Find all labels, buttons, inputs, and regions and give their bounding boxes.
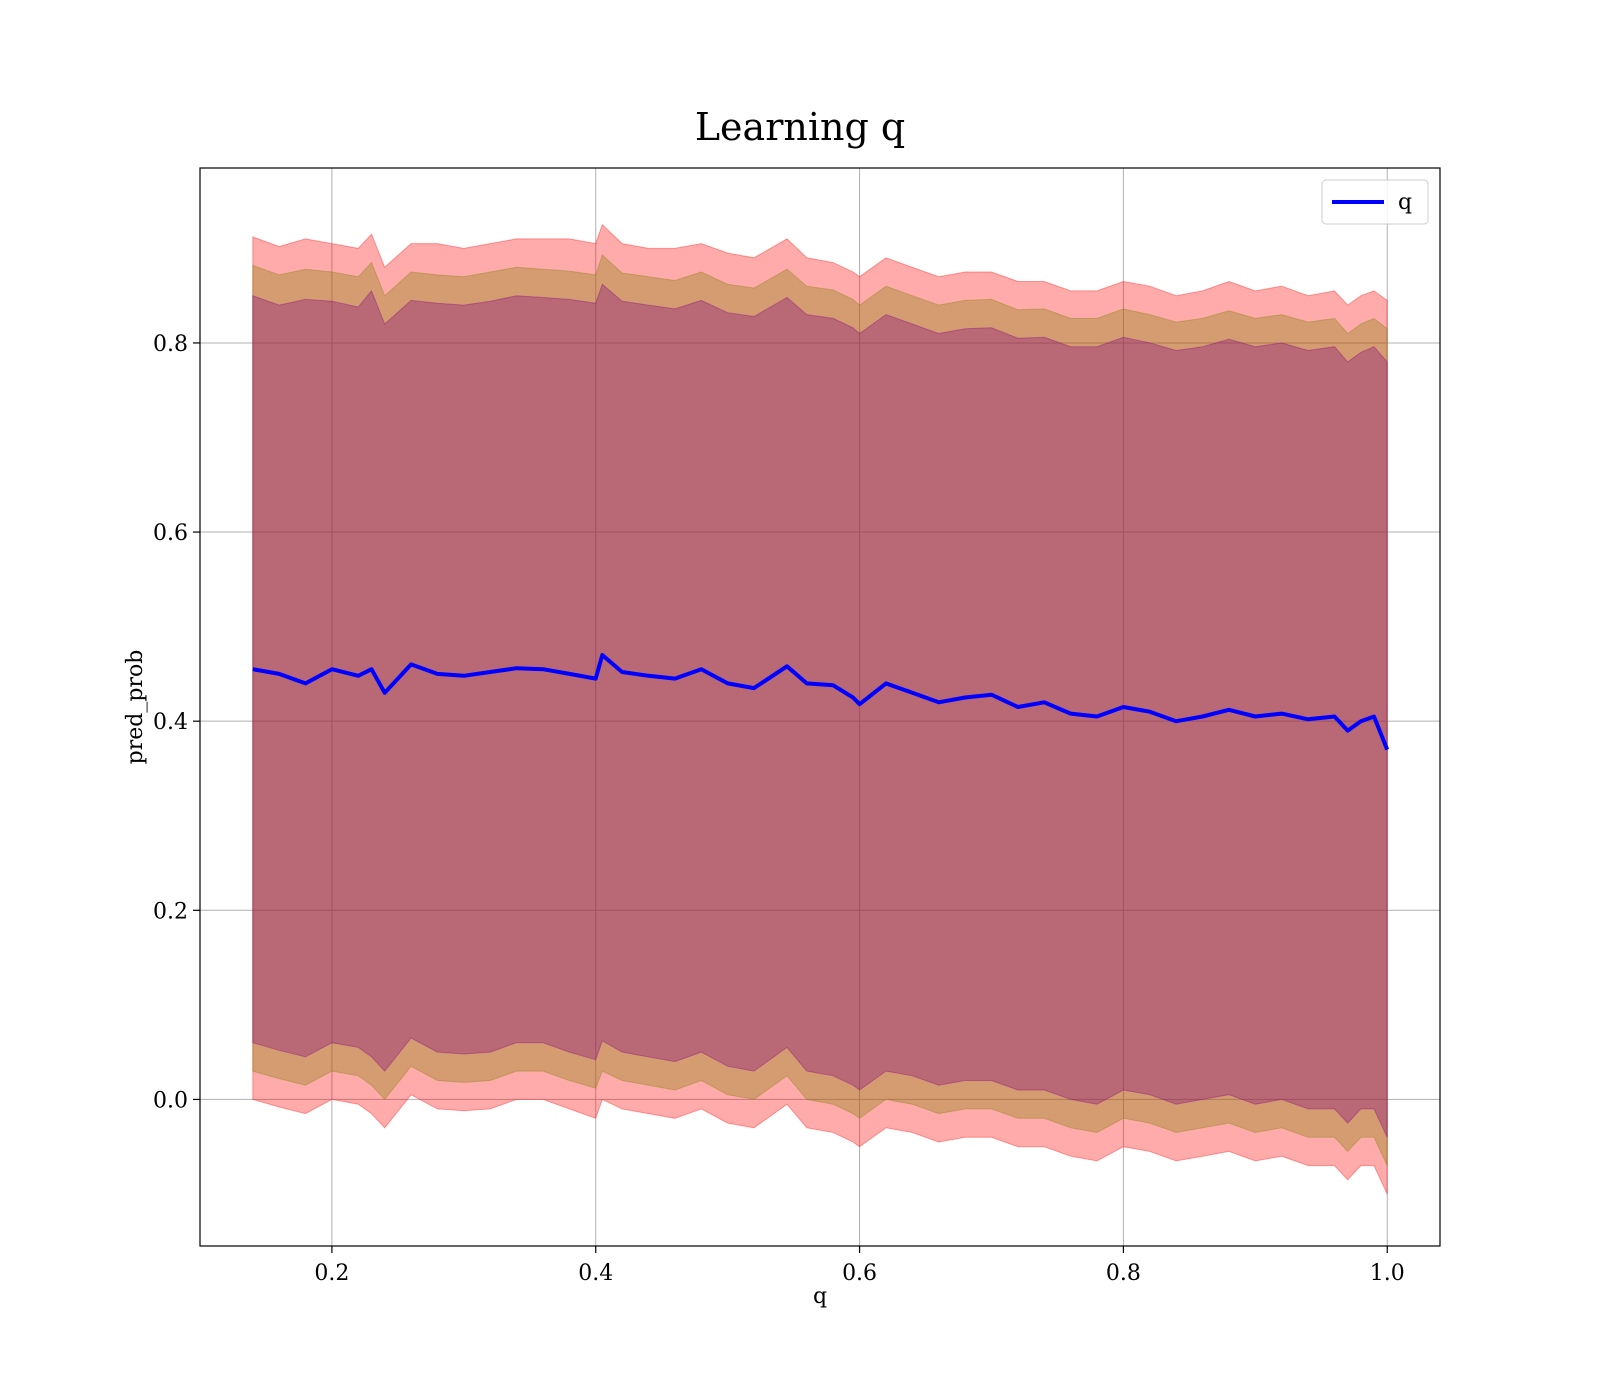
grid	[200, 168, 1440, 1246]
confidence-band-1	[252, 223, 1388, 1195]
y-tick-label: 0.6	[153, 521, 188, 546]
confidence-bands	[252, 223, 1388, 1195]
y-axis-label: pred_prob	[123, 650, 148, 765]
y-tick-label: 0.4	[153, 710, 188, 735]
confidence-band-2	[252, 254, 1388, 1166]
series-line-q	[252, 653, 1390, 751]
legend-label: q	[1398, 190, 1412, 215]
x-tick-label: 1.0	[1370, 1261, 1405, 1286]
y-tick-label: 0.2	[153, 899, 188, 924]
legend: q	[1321, 179, 1429, 225]
y-tick-label: 0.0	[153, 1088, 188, 1113]
x-tick-label: 0.8	[1106, 1261, 1141, 1286]
x-tick-label: 0.6	[842, 1261, 877, 1286]
series-lines	[252, 653, 1390, 751]
chart-title: Learning q	[695, 105, 905, 149]
axis-ticks: 0.2 0.4 0.6 0.8 1.0 0.0 0.2 0.4 0.6 0.8	[153, 332, 1405, 1286]
x-tick-label: 0.4	[578, 1261, 613, 1286]
confidence-band-3	[252, 283, 1388, 1138]
x-axis-label: q	[813, 1284, 827, 1309]
y-tick-label: 0.8	[153, 332, 188, 357]
plot-frame	[199, 167, 1441, 1247]
x-tick-label: 0.2	[314, 1261, 349, 1286]
